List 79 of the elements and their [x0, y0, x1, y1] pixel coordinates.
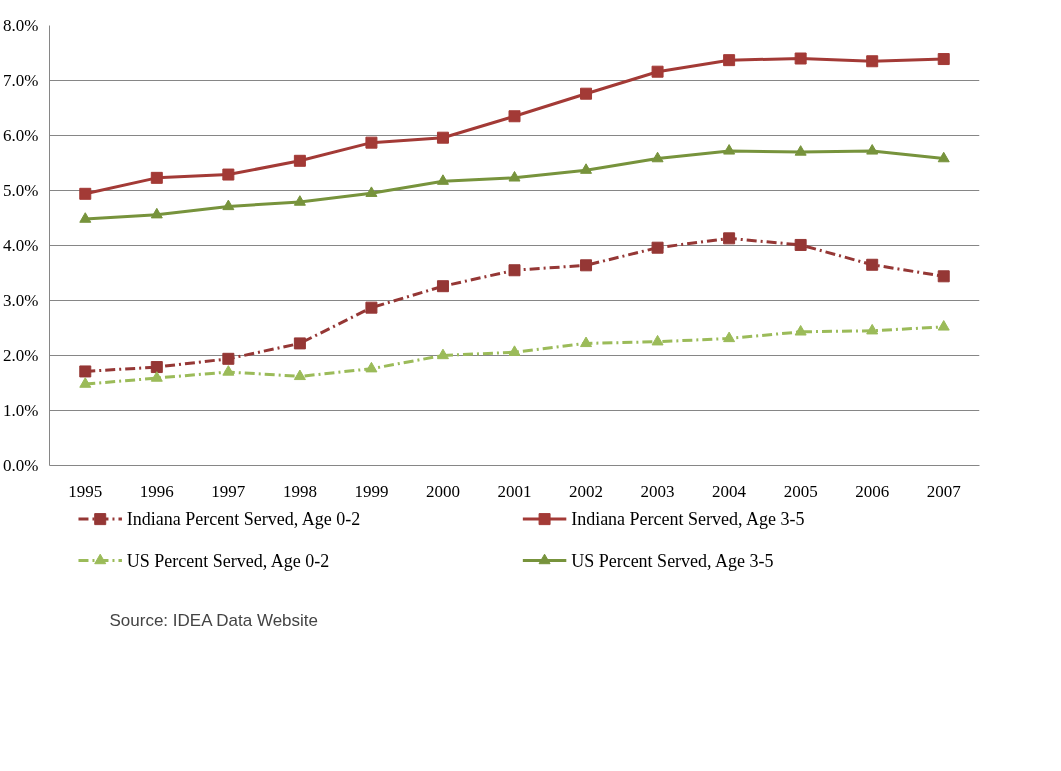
point: [794, 238, 807, 251]
point: [222, 168, 235, 181]
point: [651, 151, 664, 163]
y-tick-label: 7.0%: [3, 71, 39, 90]
point: [79, 365, 92, 378]
y-tick-label: 4.0%: [3, 236, 39, 255]
point: [365, 186, 378, 197]
point: [580, 336, 593, 348]
point: [79, 187, 92, 200]
point: [723, 232, 736, 245]
point: [365, 136, 378, 149]
x-tick-label: 2006: [855, 481, 890, 501]
y-tick-label: 1.0%: [3, 401, 39, 420]
point: [937, 320, 950, 331]
point: [293, 369, 306, 381]
legend-label: US Percent Served, Age 0-2: [126, 550, 330, 571]
y-tick-label: 0.0%: [3, 456, 39, 475]
point: [866, 55, 879, 68]
point: [222, 352, 235, 365]
point: [365, 301, 378, 314]
point: [794, 325, 807, 336]
point: [723, 54, 736, 67]
point: [436, 348, 449, 360]
x-tick-label: 2004: [712, 481, 747, 501]
x-tick-label: 2001: [497, 481, 532, 501]
point: [222, 199, 235, 211]
point: [436, 174, 449, 185]
x-tick-label: 1997: [211, 481, 246, 501]
x-tick-label: 2005: [783, 481, 818, 501]
y-tick-label: 5.0%: [3, 181, 39, 200]
point: [79, 212, 92, 223]
point: [866, 323, 879, 335]
x-tick-label: 1999: [354, 481, 389, 501]
point: [508, 345, 521, 356]
point: [508, 110, 521, 123]
x-tick-label: 2003: [640, 481, 675, 501]
point: [508, 264, 521, 277]
y-tick-label: 8.0%: [3, 16, 39, 35]
x-tick-label: 1995: [68, 481, 103, 501]
point: [293, 337, 306, 350]
x-tick-label: 1998: [282, 481, 317, 501]
point: [580, 259, 593, 272]
point: [794, 52, 807, 65]
point: [222, 365, 235, 376]
y-tick-label: 3.0%: [3, 291, 39, 310]
y-tick-label: 6.0%: [3, 126, 39, 145]
point: [365, 361, 378, 373]
point: [436, 131, 449, 144]
point: [508, 171, 521, 182]
legend-label: Indiana Percent Served, Age 3-5: [571, 509, 805, 530]
point: [580, 87, 593, 100]
point: [937, 53, 950, 66]
point: [866, 144, 879, 155]
y-tick-label: 2.0%: [3, 346, 39, 365]
point: [723, 331, 736, 343]
x-tick-label: 2002: [569, 481, 604, 501]
source-note: Source: IDEA Data Website: [109, 610, 319, 630]
point: [150, 361, 163, 374]
point: [79, 377, 92, 388]
point: [723, 144, 736, 155]
point: [866, 258, 879, 271]
point: [293, 154, 306, 167]
point: [651, 334, 664, 346]
point: [937, 270, 950, 283]
x-tick-label: 1996: [139, 481, 174, 501]
point: [150, 171, 163, 184]
point: [651, 241, 664, 254]
point: [580, 163, 593, 174]
legend-label: Indiana Percent Served, Age 0-2: [126, 509, 361, 530]
x-tick-label: 2000: [425, 481, 460, 501]
legend-label: US Percent Served, Age 3-5: [571, 550, 774, 571]
point: [293, 195, 306, 206]
point: [794, 145, 807, 156]
point: [651, 65, 664, 78]
point: [150, 371, 163, 382]
point: [937, 151, 950, 163]
point: [436, 280, 449, 293]
x-tick-label: 2007: [926, 481, 962, 501]
point: [150, 207, 163, 219]
